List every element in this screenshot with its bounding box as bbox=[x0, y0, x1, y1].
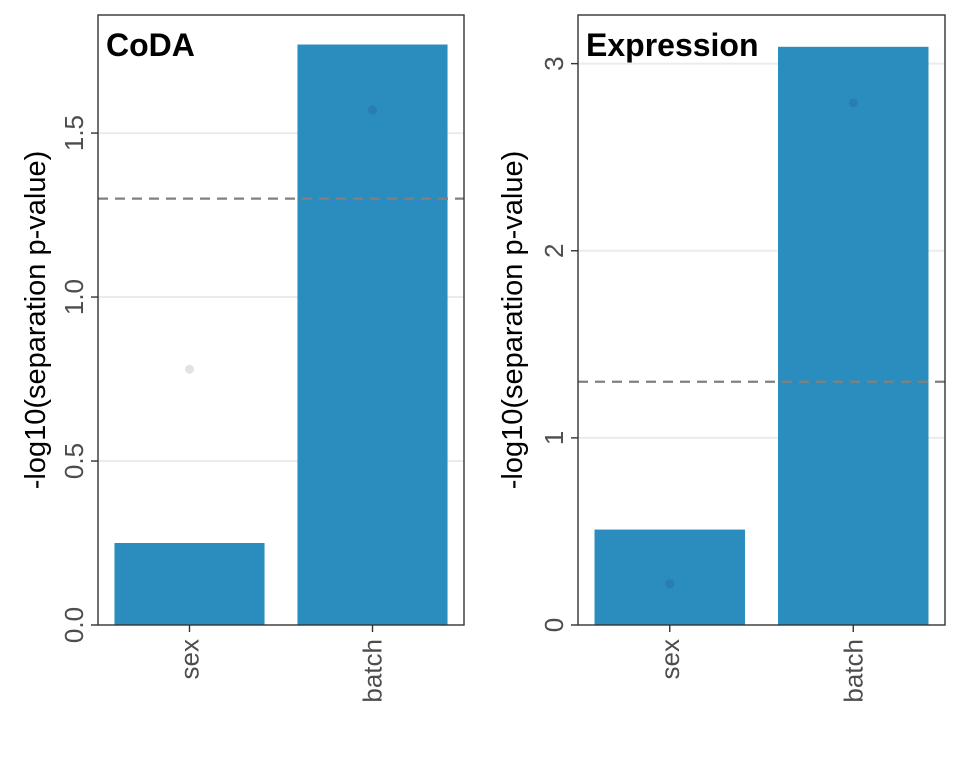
point-batch bbox=[848, 98, 858, 108]
y-axis-label: -log10(separation p-value) bbox=[20, 151, 52, 490]
y-tick-label: 1.5 bbox=[59, 115, 89, 151]
x-tick-label-batch: batch bbox=[358, 639, 388, 703]
plot-frame bbox=[97, 14, 465, 626]
panel-title: CoDA bbox=[106, 27, 195, 63]
y-tick-label: 1 bbox=[539, 431, 569, 445]
x-tick-label-sex: sex bbox=[175, 639, 205, 679]
panel-title: Expression bbox=[586, 27, 759, 63]
panel-1: 0.0 0.5 1.0 1.5 sex batch -log10(separation p-… bbox=[20, 14, 465, 703]
bar-batch bbox=[297, 44, 448, 626]
y-tick-label: 0 bbox=[539, 618, 569, 632]
x-tick-label-sex: sex bbox=[655, 639, 685, 679]
y-tick-label: 1.0 bbox=[59, 279, 89, 315]
point-batch bbox=[368, 105, 377, 115]
y-tick-label: 0.0 bbox=[59, 607, 89, 643]
y-axis-label: -log10(separation p-value) bbox=[497, 151, 529, 490]
bar-sex bbox=[594, 529, 745, 625]
plot-frame bbox=[577, 14, 946, 626]
y-tick-label: 2 bbox=[539, 244, 569, 258]
panel-2: 0 1 2 3 sex batch -log10(separation p-value) Ex… bbox=[497, 14, 946, 703]
y-tick-label: 3 bbox=[539, 56, 569, 70]
point-sex bbox=[185, 364, 194, 374]
x-tick-label-batch: batch bbox=[838, 639, 868, 703]
bar-batch bbox=[778, 46, 929, 625]
y-tick-label: 0.5 bbox=[59, 443, 89, 479]
bar-sex bbox=[114, 543, 265, 625]
point-sex bbox=[665, 579, 675, 589]
